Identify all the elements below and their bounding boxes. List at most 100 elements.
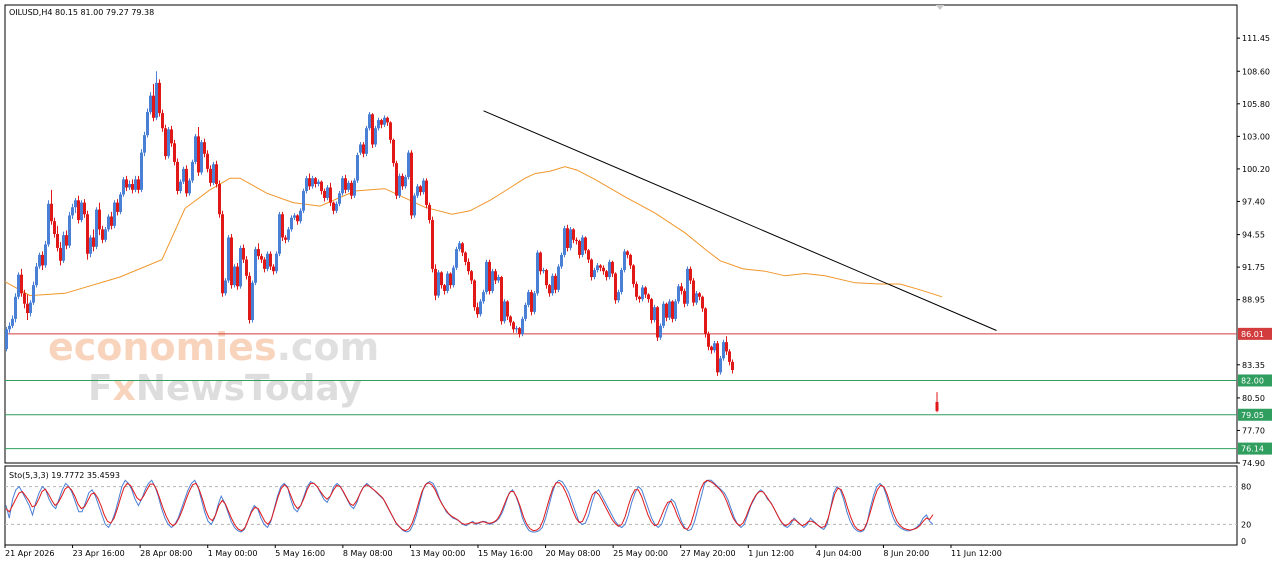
candle [419, 185, 422, 196]
candle [548, 283, 551, 297]
candle-body [560, 254, 563, 267]
candle [554, 273, 557, 294]
candle-body [488, 261, 491, 291]
candle [536, 250, 539, 296]
candle [401, 173, 404, 190]
candle [320, 180, 323, 195]
candle-body [596, 265, 599, 271]
candle [62, 231, 65, 264]
candle [611, 260, 614, 278]
candle-body [272, 266, 275, 272]
candle-body [473, 280, 476, 308]
candle [83, 199, 86, 218]
candle [248, 272, 251, 324]
trendline[interactable] [483, 110, 997, 331]
candle [698, 292, 701, 301]
candle [428, 202, 431, 224]
candle [140, 149, 143, 193]
candle-body [245, 259, 248, 276]
candle-body [521, 318, 524, 334]
chart-shift-marker-icon[interactable] [936, 5, 944, 10]
y-tick-label: 100.20 [1242, 165, 1270, 174]
candle-body [239, 247, 242, 287]
candle [95, 207, 98, 250]
candle-body [527, 292, 530, 305]
candle [527, 289, 530, 308]
candle-body [14, 296, 17, 319]
candle-body [359, 144, 362, 153]
candle-body [725, 342, 728, 352]
candle-body [710, 346, 713, 351]
candle [371, 113, 374, 148]
candle [275, 251, 278, 274]
candle-body [494, 271, 497, 281]
candle-body [335, 203, 338, 211]
candle-body [152, 95, 155, 118]
candle-body [443, 285, 446, 291]
y-tick-label: 88.95 [1242, 296, 1265, 305]
candle [65, 230, 68, 250]
candle [524, 302, 527, 322]
candle [26, 294, 29, 321]
candle-body [404, 177, 407, 187]
candle-body [593, 270, 596, 278]
candle-body [254, 249, 257, 283]
candle-body [77, 200, 80, 221]
candle [353, 178, 356, 198]
candle-body [395, 163, 398, 196]
candle [218, 180, 221, 218]
oscillator-title: Sto(5,3,3) 19.7772 35.4593 [9, 471, 120, 480]
candle-body [455, 249, 458, 268]
candle [404, 174, 407, 189]
candle-body [221, 214, 224, 294]
candle [326, 185, 329, 201]
candle-body [86, 214, 89, 254]
chart-header-title: OILUSD,H4 80.15 81.00 79.27 79.38 [9, 8, 154, 17]
candle-body [647, 294, 650, 300]
x-tick-label: 25 May 00:00 [613, 549, 668, 558]
candle [71, 203, 74, 219]
candle-body [26, 303, 29, 314]
candle-body [683, 290, 686, 304]
candle [230, 234, 233, 289]
candle-body [266, 253, 269, 269]
candle-body [620, 270, 623, 293]
candle [149, 92, 152, 115]
candle [269, 251, 272, 271]
candle [425, 178, 428, 209]
candle-body [704, 308, 707, 334]
candle-body [479, 301, 482, 315]
candle-body [350, 182, 353, 196]
y-tick-label: 83.35 [1242, 361, 1265, 370]
candle [656, 306, 659, 341]
candle-body [461, 243, 464, 253]
candle [629, 253, 632, 269]
candle-body [572, 229, 575, 240]
candle-body [623, 251, 626, 271]
candle-body [125, 179, 128, 188]
candle [434, 264, 437, 301]
candle [359, 142, 362, 155]
candle-body [605, 271, 608, 278]
candle [59, 242, 62, 266]
candle-body [707, 333, 710, 347]
candle-body [437, 272, 440, 296]
watermark-brand-a: economies [48, 325, 277, 369]
candle-body [371, 114, 374, 145]
candle [131, 179, 134, 194]
candle [503, 299, 506, 324]
candle-body [545, 270, 548, 286]
candle-body [332, 202, 335, 211]
candle-body [341, 178, 344, 194]
candle [347, 180, 350, 193]
candle [164, 124, 167, 160]
candle [317, 179, 320, 187]
level-label-text: 76.14 [1241, 445, 1264, 454]
candle-body [122, 179, 125, 195]
candle-body [224, 280, 227, 294]
candle-body [482, 292, 485, 302]
candle [233, 264, 236, 288]
candle [551, 273, 554, 296]
candle-body [446, 273, 449, 291]
